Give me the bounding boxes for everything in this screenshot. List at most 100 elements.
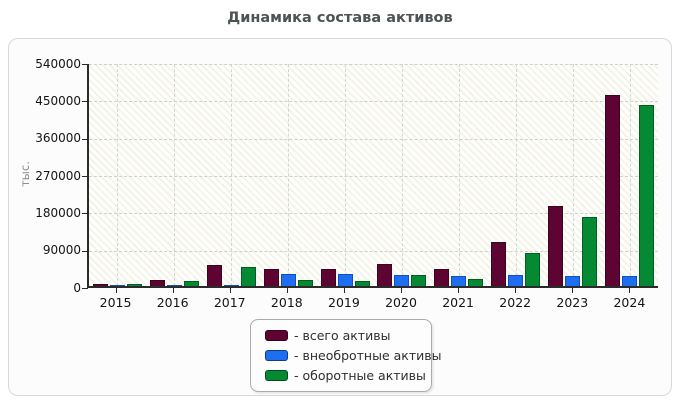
y-tick-mark <box>82 64 88 65</box>
bar-внеобротные-активы-2022 <box>508 275 524 286</box>
bar-оборотные-активы-2018 <box>297 280 313 286</box>
x-axis-label-2019: 2019 <box>328 295 360 310</box>
y-tick-label: 270000 <box>35 168 81 183</box>
x-tick-mark <box>629 288 631 293</box>
y-tick-label: 360000 <box>35 131 81 146</box>
bar-group-2020 <box>374 64 431 286</box>
h-gridline <box>89 176 658 177</box>
legend-item: - внеобротные активы <box>265 348 442 363</box>
x-tick-mark <box>115 288 117 293</box>
x-tick-mark <box>515 288 517 293</box>
bar-всего-активы-2022 <box>491 242 507 286</box>
x-tick-mark <box>229 288 231 293</box>
legend-label: - оборотные активы <box>294 368 426 383</box>
bar-внеобротные-активы-2016 <box>166 284 182 286</box>
bar-оборотные-активы-2022 <box>525 253 541 286</box>
x-axis-labels: 2015 2016 2017 2018 2019 2020 2021 2022 2023 2024 <box>87 295 658 310</box>
x-axis-label-2023: 2023 <box>556 295 589 310</box>
y-tick-label: 0 <box>73 280 81 295</box>
bar-group-2016 <box>146 64 203 286</box>
bar-всего-активы-2018 <box>263 268 279 286</box>
bar-group-2024 <box>601 64 658 286</box>
bar-оборотные-активы-2023 <box>582 216 598 286</box>
v-gridline <box>401 64 403 286</box>
v-gridline <box>174 64 176 286</box>
bar-group-2023 <box>544 64 601 286</box>
h-gridline <box>89 250 658 252</box>
x-axis-label-2020: 2020 <box>385 295 417 310</box>
plot-area <box>87 64 658 288</box>
bar-group-2021 <box>430 64 487 286</box>
x-tick-mark <box>343 288 345 293</box>
chart-panel: тыс. 2015 2016 2017 2018 2019 2020 2021 2022 202… <box>8 38 672 396</box>
bar-group-2017 <box>203 64 260 286</box>
y-tick-mark <box>82 288 88 289</box>
x-tick-mark <box>458 288 460 293</box>
y-tick-label: 90000 <box>42 243 81 258</box>
bar-всего-активы-2015 <box>92 283 108 286</box>
v-gridline <box>117 64 119 286</box>
bar-всего-активы-2016 <box>149 280 165 286</box>
bar-внеобротные-активы-2024 <box>622 276 638 286</box>
x-axis-label-2018: 2018 <box>270 295 303 310</box>
bar-оборотные-активы-2019 <box>354 281 370 286</box>
bar-внеобротные-активы-2019 <box>337 274 353 286</box>
v-gridline <box>629 64 631 286</box>
h-gridline <box>89 101 658 103</box>
bar-всего-активы-2021 <box>434 268 450 286</box>
bar-внеобротные-активы-2015 <box>109 284 125 286</box>
y-tick-mark <box>82 213 88 215</box>
bar-всего-активы-2024 <box>605 95 621 286</box>
y-tick-mark <box>82 176 88 177</box>
h-gridline <box>89 138 658 140</box>
legend-label: - внеобротные активы <box>294 348 442 363</box>
bar-оборотные-активы-2015 <box>126 284 142 286</box>
bar-всего-активы-2020 <box>377 264 393 286</box>
bar-внеобротные-активы-2020 <box>394 274 410 286</box>
x-axis-label-2024: 2024 <box>613 295 646 310</box>
legend: - всего активы - внеобротные активы - обор… <box>250 319 442 392</box>
bar-внеобротные-активы-2018 <box>280 274 296 286</box>
legend-swatch-icon <box>265 330 288 341</box>
bar-внеобротные-активы-2017 <box>223 284 239 286</box>
v-gridline <box>231 64 233 286</box>
x-axis-label-2016: 2016 <box>156 295 189 310</box>
bar-group-2015 <box>89 64 146 286</box>
legend-label: - всего активы <box>294 328 391 343</box>
v-gridline <box>515 64 517 286</box>
bar-оборотные-активы-2024 <box>639 105 655 286</box>
x-tick-mark <box>572 288 574 293</box>
h-gridline <box>89 213 658 215</box>
bar-group-2018 <box>260 64 317 286</box>
legend-swatch-icon <box>265 370 288 381</box>
bar-внеобротные-активы-2023 <box>565 275 581 286</box>
bar-group-2022 <box>487 64 544 286</box>
v-gridline <box>572 64 574 286</box>
x-axis-label-2017: 2017 <box>213 295 246 310</box>
bar-всего-активы-2017 <box>206 265 222 286</box>
y-tick-label: 180000 <box>35 205 81 220</box>
bar-оборотные-активы-2017 <box>240 266 256 286</box>
x-axis-label-2021: 2021 <box>442 295 475 310</box>
bar-всего-активы-2019 <box>320 269 336 286</box>
y-tick-mark <box>82 101 88 103</box>
bar-оборотные-активы-2016 <box>183 281 199 286</box>
legend-item: - оборотные активы <box>265 368 426 383</box>
v-gridline <box>458 64 460 286</box>
v-gridline <box>288 64 290 286</box>
x-tick-mark <box>172 288 174 293</box>
x-tick-mark <box>401 288 403 293</box>
bar-оборотные-активы-2020 <box>411 275 427 286</box>
legend-item: - всего активы <box>265 328 421 343</box>
y-tick-label: 540000 <box>35 56 81 71</box>
y-tick-mark <box>82 250 88 252</box>
h-gridline <box>89 64 658 65</box>
x-axis-label-2015: 2015 <box>99 295 132 310</box>
legend-swatch-icon <box>265 350 288 361</box>
x-tick-mark <box>286 288 288 293</box>
y-tick-label: 450000 <box>35 93 81 108</box>
x-axis-label-2022: 2022 <box>499 295 532 310</box>
y-tick-mark <box>82 138 88 140</box>
v-gridline <box>345 64 347 286</box>
